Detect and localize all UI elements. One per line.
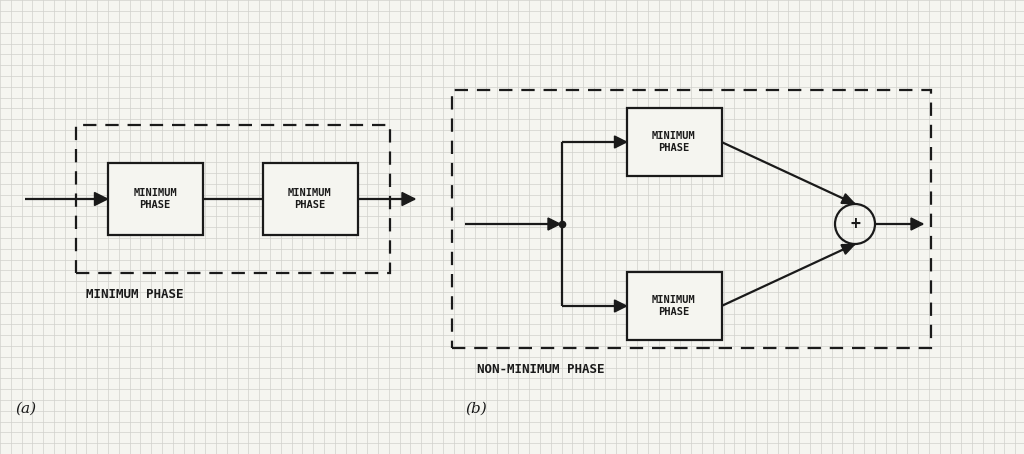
Polygon shape <box>402 192 415 206</box>
Polygon shape <box>548 218 560 230</box>
Text: MINIMUM
PHASE: MINIMUM PHASE <box>652 131 696 153</box>
Polygon shape <box>614 136 627 148</box>
Polygon shape <box>911 218 923 230</box>
Text: (b): (b) <box>465 402 486 416</box>
Bar <box>452 90 931 348</box>
Text: MINIMUM
PHASE: MINIMUM PHASE <box>288 188 332 210</box>
Bar <box>108 163 203 235</box>
Polygon shape <box>841 194 855 204</box>
Text: NON-MINIMUM PHASE: NON-MINIMUM PHASE <box>477 363 604 376</box>
Bar <box>627 108 722 176</box>
Polygon shape <box>614 300 627 312</box>
Polygon shape <box>841 244 855 254</box>
Polygon shape <box>94 192 108 206</box>
Text: MINIMUM PHASE: MINIMUM PHASE <box>85 288 183 301</box>
Text: +: + <box>850 215 860 233</box>
Bar <box>627 272 722 340</box>
Bar <box>76 125 389 273</box>
Text: (a): (a) <box>15 402 36 416</box>
Text: MINIMUM
PHASE: MINIMUM PHASE <box>133 188 177 210</box>
Text: MINIMUM
PHASE: MINIMUM PHASE <box>652 295 696 317</box>
Bar <box>262 163 357 235</box>
